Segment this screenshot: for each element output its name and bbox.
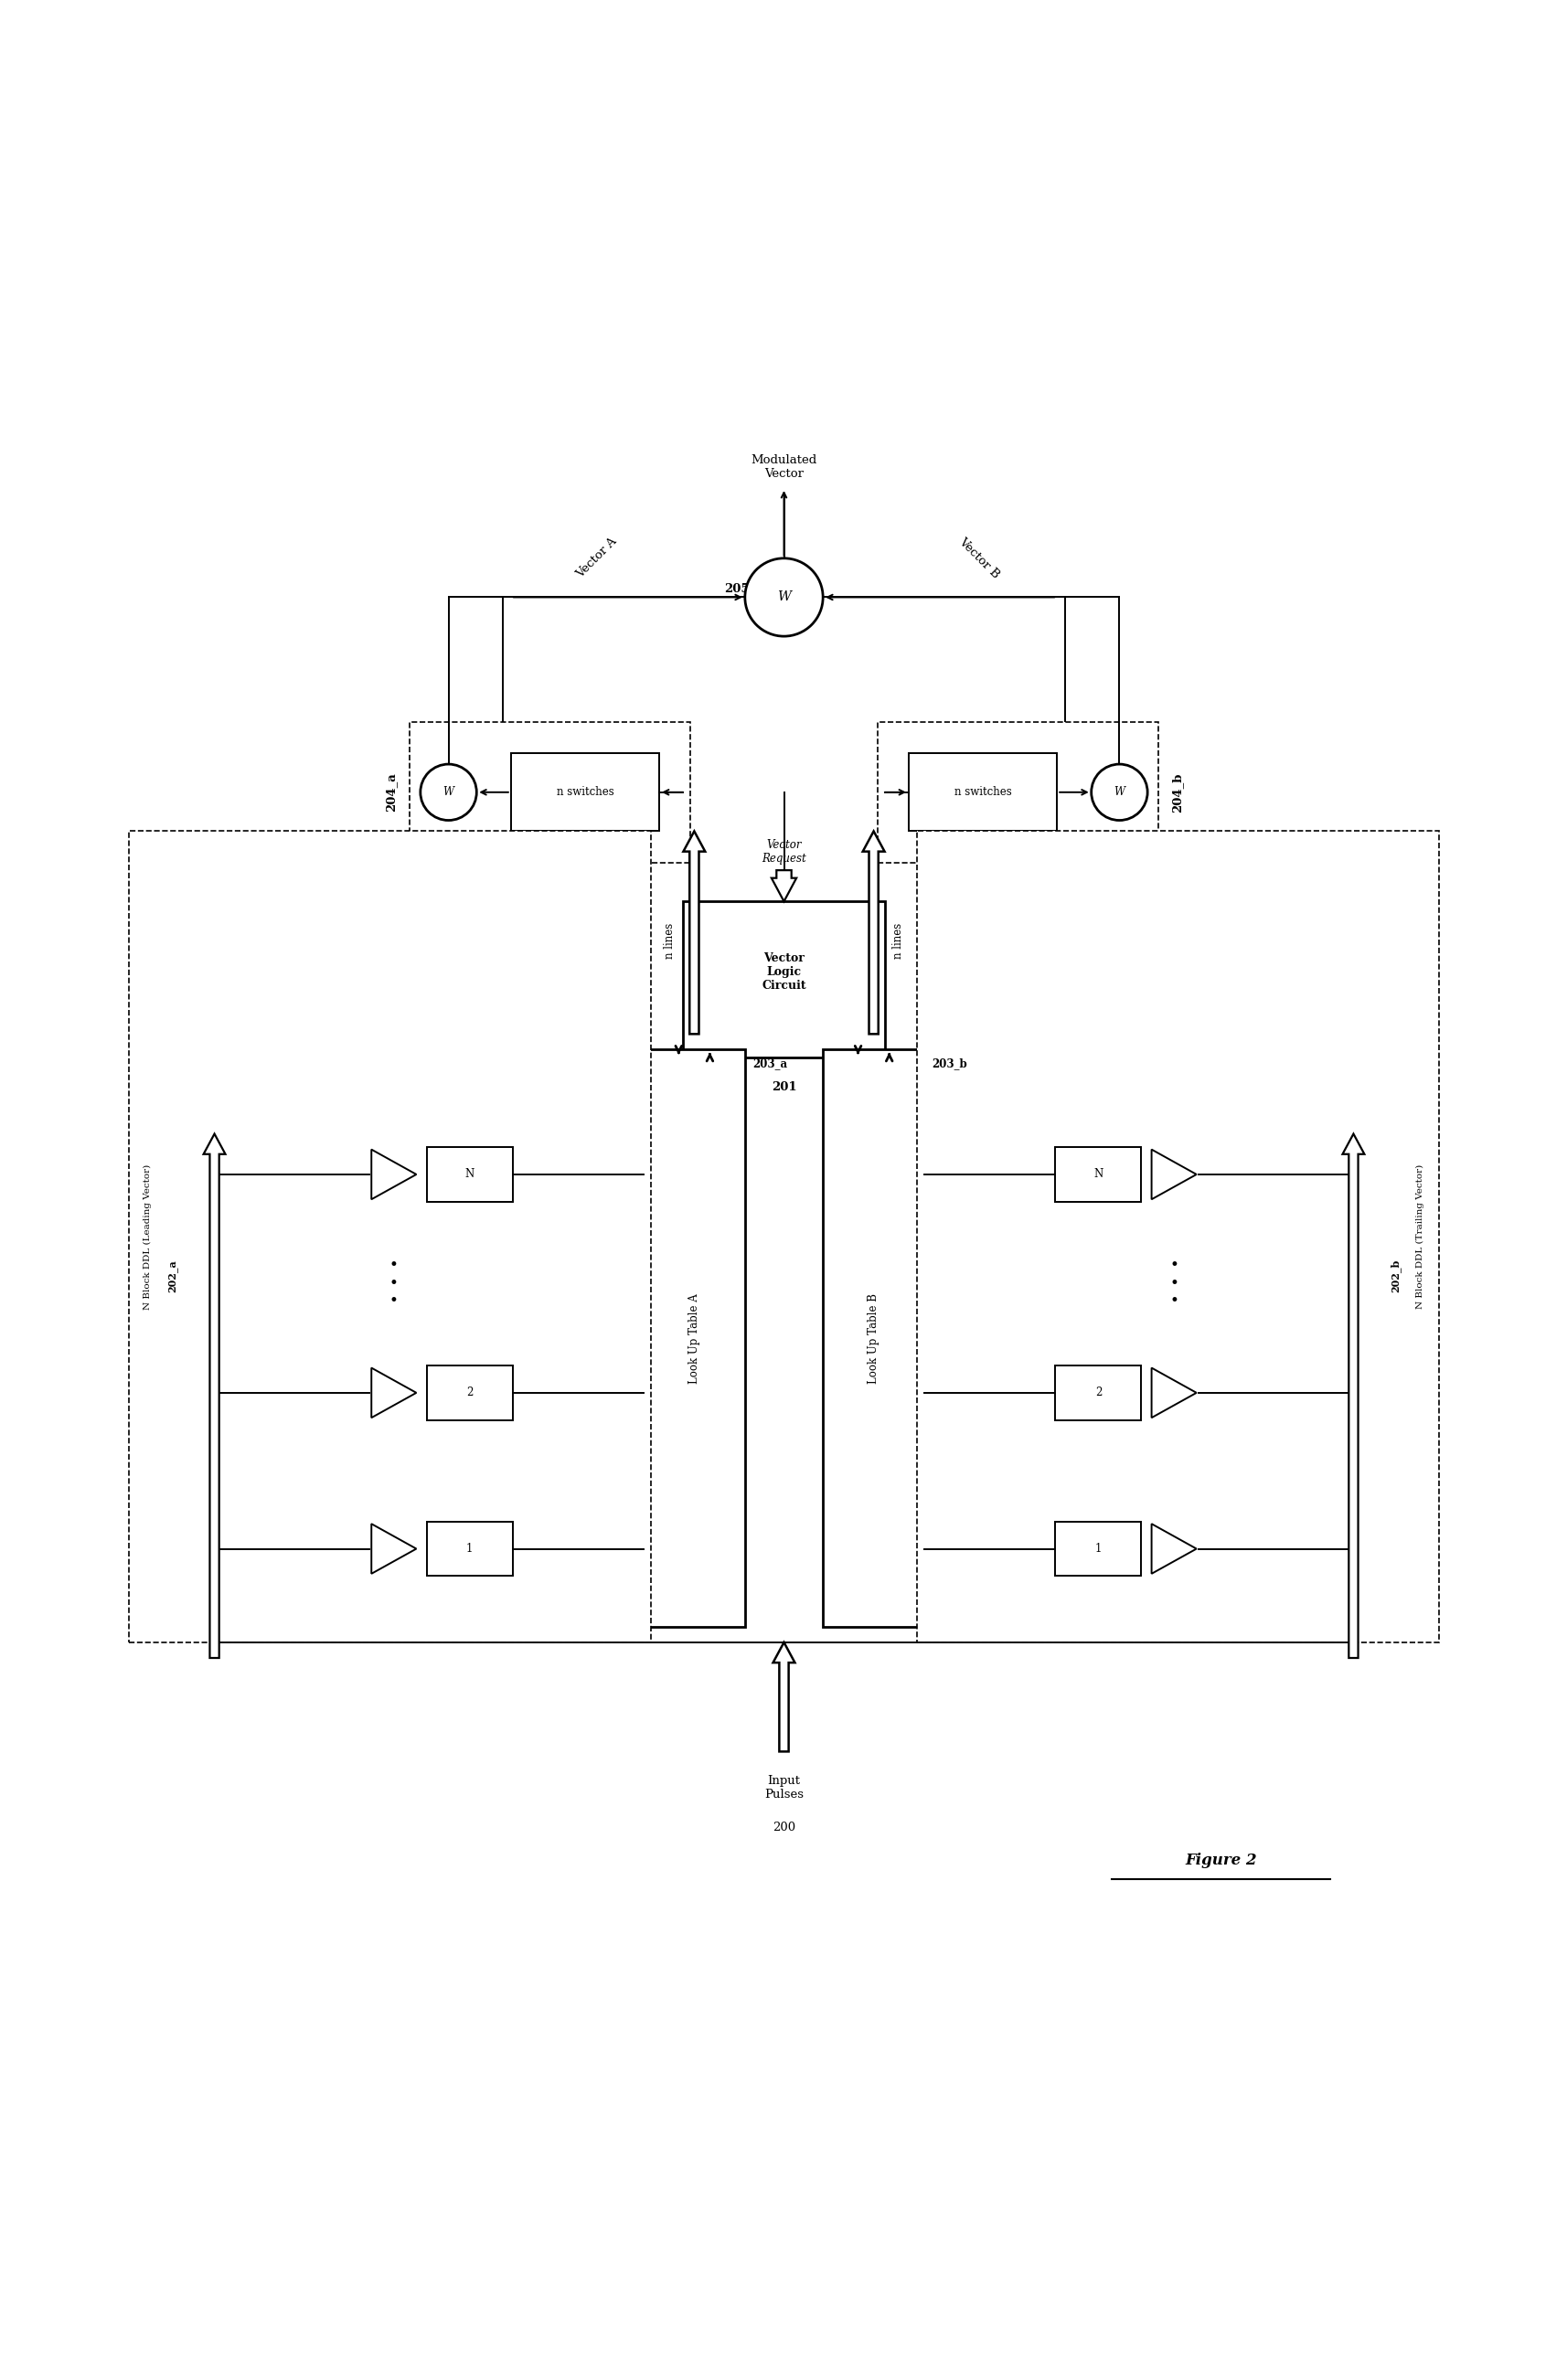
Bar — [426, 1366, 512, 1421]
Text: 1: 1 — [465, 1542, 473, 1554]
Text: 202_b: 202_b — [1390, 1259, 1401, 1292]
Text: n switches: n switches — [954, 785, 1011, 797]
Text: W: W — [777, 590, 790, 605]
Text: n switches: n switches — [556, 785, 613, 797]
Polygon shape — [371, 1523, 417, 1573]
Polygon shape — [371, 1150, 417, 1200]
Text: Vector A: Vector A — [574, 536, 619, 581]
Bar — [511, 752, 658, 831]
Text: Vector
Logic
Circuit: Vector Logic Circuit — [762, 952, 805, 992]
Polygon shape — [1150, 1150, 1196, 1200]
Text: Look Up Table B: Look Up Table B — [867, 1292, 879, 1383]
Bar — [682, 902, 885, 1057]
Text: N Block DDL (Trailing Vector): N Block DDL (Trailing Vector) — [1415, 1164, 1424, 1309]
Bar — [1055, 1147, 1141, 1202]
Text: Look Up Table A: Look Up Table A — [688, 1292, 700, 1383]
Text: N: N — [464, 1169, 473, 1180]
Polygon shape — [683, 831, 705, 1033]
Text: Figure 2: Figure 2 — [1185, 1854, 1257, 1868]
Bar — [642, 1050, 744, 1628]
Circle shape — [1091, 764, 1147, 821]
Bar — [426, 1521, 512, 1576]
Polygon shape — [862, 831, 884, 1033]
Text: 204_a: 204_a — [385, 774, 396, 812]
Text: 201: 201 — [771, 1081, 796, 1092]
Text: 203_b: 203_b — [932, 1057, 967, 1069]
Polygon shape — [771, 871, 796, 902]
Text: Input
Pulses: Input Pulses — [763, 1775, 804, 1802]
Polygon shape — [1150, 1523, 1196, 1573]
Text: 205: 205 — [724, 583, 749, 595]
Circle shape — [420, 764, 476, 821]
Polygon shape — [1150, 1368, 1196, 1418]
Text: N: N — [1094, 1169, 1103, 1180]
Polygon shape — [204, 1133, 226, 1659]
Polygon shape — [773, 1642, 794, 1752]
Text: 203_a: 203_a — [752, 1057, 787, 1069]
Text: •
•
•: • • • — [389, 1259, 398, 1309]
Text: 202_a: 202_a — [168, 1259, 177, 1292]
Bar — [823, 1050, 925, 1628]
Polygon shape — [371, 1368, 417, 1418]
Polygon shape — [1341, 1133, 1363, 1659]
Bar — [128, 831, 650, 1642]
Text: W: W — [1113, 785, 1124, 797]
Bar — [917, 831, 1439, 1642]
Text: n lines: n lines — [663, 923, 675, 959]
Text: Vector
Request: Vector Request — [762, 838, 805, 864]
Bar — [909, 752, 1056, 831]
Text: 200: 200 — [773, 1821, 794, 1833]
Text: n lines: n lines — [892, 923, 904, 959]
Text: 2: 2 — [465, 1388, 473, 1399]
Text: •
•
•: • • • — [1169, 1259, 1178, 1309]
Bar — [878, 721, 1158, 862]
Text: N Block DDL (Leading Vector): N Block DDL (Leading Vector) — [143, 1164, 152, 1309]
Bar — [409, 721, 689, 862]
Text: W: W — [443, 785, 454, 797]
Text: 204_b: 204_b — [1171, 774, 1182, 812]
Text: 2: 2 — [1094, 1388, 1102, 1399]
Bar — [1055, 1521, 1141, 1576]
Text: Modulated
Vector: Modulated Vector — [751, 455, 816, 481]
Bar — [426, 1147, 512, 1202]
Circle shape — [744, 559, 823, 635]
Text: 1: 1 — [1094, 1542, 1102, 1554]
Text: Vector B: Vector B — [956, 536, 1001, 581]
Bar — [1055, 1366, 1141, 1421]
